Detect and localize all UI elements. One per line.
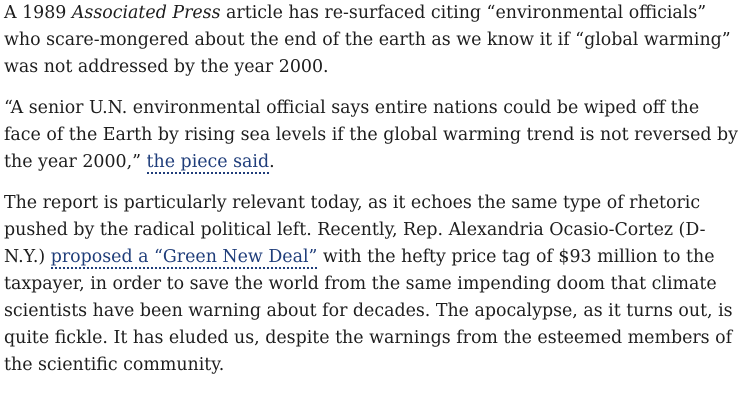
p1-text-end: article has re-surfaced citing “environm… <box>4 3 731 77</box>
the-piece-said-link[interactable]: the piece said <box>146 152 270 174</box>
publication-name: Associated Press <box>71 3 221 23</box>
paragraph-1: A 1989 Associated Press article has re-s… <box>4 0 739 81</box>
p2-text-end: . <box>269 152 275 172</box>
paragraph-3: The report is particularly relevant toda… <box>4 190 739 379</box>
p1-text-start: A 1989 <box>4 3 72 23</box>
article-body: A 1989 Associated Press article has re-s… <box>4 0 739 379</box>
paragraph-2: “A senior U.N. environmental official sa… <box>4 95 739 176</box>
p3-text-start: The report is particularly relevant toda… <box>4 193 706 267</box>
p3-text-end: with the hefty price tag of $93 million … <box>4 247 733 375</box>
green-new-deal-link[interactable]: proposed a “Green New Deal” <box>50 247 318 269</box>
p2-quote: “A senior U.N. environmental official sa… <box>4 98 738 172</box>
